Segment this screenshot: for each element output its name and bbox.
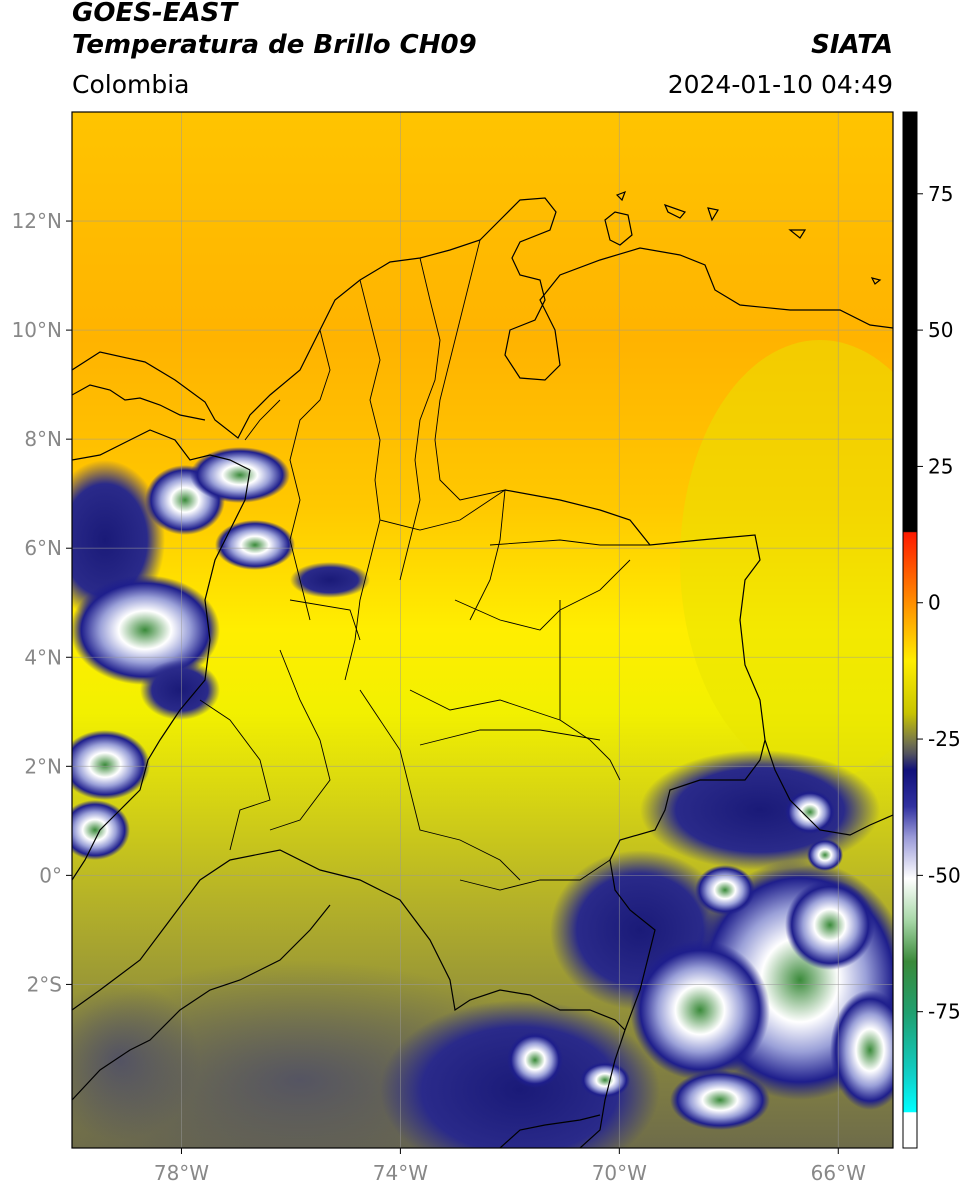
coastlines-and-borders [72,190,893,1148]
map-frame [71,111,894,1149]
colorbar-tick-label: 25 [928,454,953,478]
lat-tick-label: 12°N [12,209,62,233]
colorbar-tick-label: -25 [928,727,961,751]
lon-tick-label: 78°W [154,1161,209,1185]
department-boundaries [199,239,650,891]
colorbar: 75 50 25 0 -25 -50 -75 [902,111,961,1149]
agency-label: SIATA [811,30,893,60]
product-title: Temperatura de Brillo CH09 [72,30,477,60]
colorbar-tick-label: 75 [928,182,953,206]
latitude-ticks: 12°N 10°N 8°N 6°N 4°N 2°N 0° 2°S [12,209,72,996]
lat-tick-label: 6°N [24,536,62,560]
colorbar-tick-label: 0 [928,591,941,615]
lat-tick-label: 10°N [12,318,62,342]
colorbar-tick-label: 50 [928,318,953,342]
lon-tick-label: 66°W [811,1161,866,1185]
colorbar-ticks: 75 50 25 0 -25 -50 -75 [917,182,961,1024]
region-label: Colombia [72,70,190,99]
brightness-temperature-raster [72,112,893,1148]
satellite-title: GOES-EAST [72,0,238,28]
colorbar-tick-label: -50 [928,863,961,887]
graticule [72,112,893,1148]
datetime-label: 2024-01-10 04:49 [667,70,893,99]
colorbar-tick-label: -75 [928,1000,961,1024]
lat-tick-label: 8°N [24,427,62,451]
lon-tick-label: 74°W [373,1161,428,1185]
lat-tick-label: 2°N [24,754,62,778]
longitude-ticks: 78°W 74°W 70°W 66°W [154,1148,866,1185]
lon-tick-label: 70°W [592,1161,647,1185]
lat-tick-label: 4°N [24,645,62,669]
lat-tick-label: 2°S [27,972,62,996]
lat-tick-label: 0° [39,863,62,887]
